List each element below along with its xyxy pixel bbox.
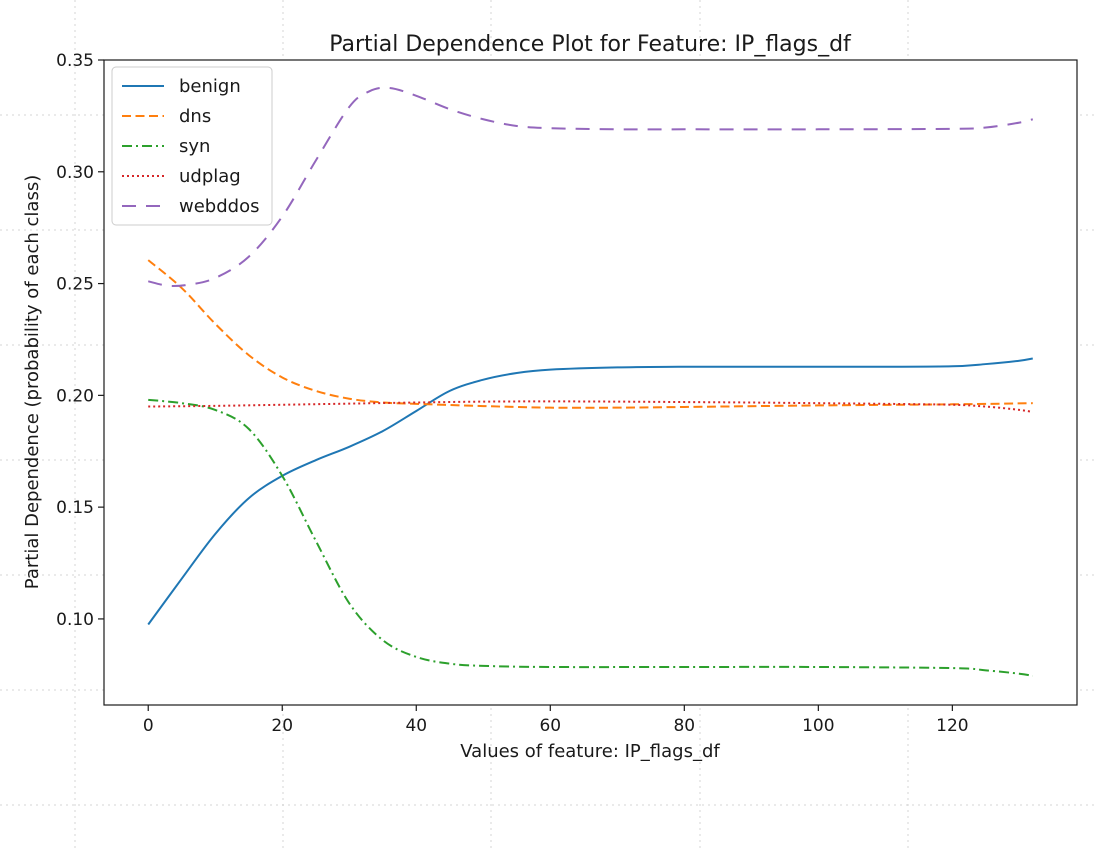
series-line-benign — [147, 357, 1033, 626]
series-line-webddos — [147, 86, 1034, 288]
y-tick-label: 0.20 — [56, 386, 94, 406]
legend-label-webddos: webddos — [179, 196, 259, 217]
y-tick-label: 0.15 — [56, 498, 94, 518]
legend-box — [111, 66, 273, 226]
plot-frame — [103, 59, 1078, 706]
legend-label-benign: benign — [179, 76, 241, 97]
legend: benign dns syn udplag webddos — [111, 66, 273, 226]
x-tick-label: 100 — [802, 716, 834, 736]
y-axis-label: Partial Dependence (probability of each … — [22, 175, 43, 589]
x-tick-label: 120 — [936, 716, 968, 736]
legend-label-dns: dns — [179, 106, 211, 127]
x-tick-label: 20 — [271, 716, 293, 736]
y-tick-label: 0.35 — [56, 51, 94, 71]
series-line-syn — [148, 398, 1033, 677]
x-axis-label: Values of feature: IP_flags_df — [460, 741, 720, 762]
series-layer — [147, 86, 1034, 677]
y-tick-label: 0.25 — [56, 275, 94, 295]
x-tick-label: 40 — [405, 716, 427, 736]
legend-label-udplag: udplag — [179, 166, 241, 187]
y-tick-label: 0.10 — [56, 610, 94, 630]
x-tick-label: 0 — [143, 716, 154, 736]
x-axis: 0 20 40 60 80 100 120 — [143, 705, 969, 736]
series-line-dns — [147, 259, 1033, 409]
y-tick-label: 0.30 — [56, 163, 94, 183]
y-axis: 0.10 0.15 0.20 0.25 0.30 0.35 — [56, 51, 104, 630]
series-line-udplag — [148, 400, 1033, 414]
legend-label-syn: syn — [179, 136, 210, 157]
chart-title: Partial Dependence Plot for Feature: IP_… — [329, 32, 852, 57]
x-tick-label: 60 — [539, 716, 561, 736]
x-tick-label: 80 — [673, 716, 695, 736]
